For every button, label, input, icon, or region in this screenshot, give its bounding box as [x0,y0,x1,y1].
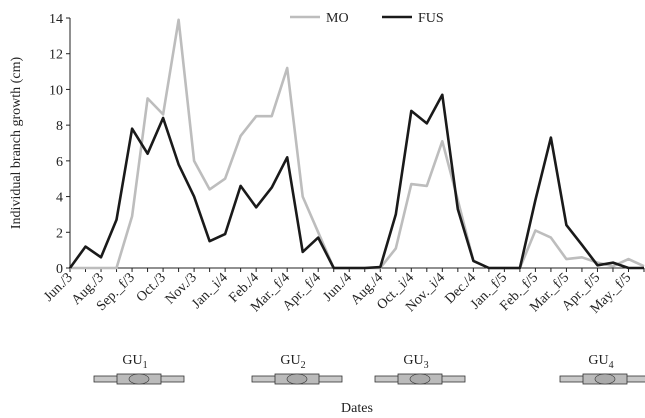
y-axis-title: Individual branch growth (cm) [9,57,24,230]
annotation-text: GU [122,353,142,368]
annotation-text: GU [280,353,300,368]
annotation-text: GU [403,353,423,368]
annotation-subscript: 3 [424,360,429,371]
series-line [68,93,644,270]
gu-node [128,373,150,385]
annotation: GU1 [122,353,147,371]
x-axis-title: Dates [341,401,373,416]
y-tick-label: 12 [49,48,63,63]
gu-node [409,373,431,385]
y-tick-label: 4 [56,191,63,206]
annotation-subscript: 4 [609,360,614,371]
y-tick-label: 6 [56,155,63,170]
y-tick-label: 8 [56,119,63,134]
x-tick-label: Oct./3 [134,270,169,305]
annotation-subscript: 2 [301,360,306,371]
y-tick-label: 14 [49,12,63,27]
y-tick-label: 2 [56,226,63,241]
annotation: GU4 [588,353,613,371]
gu-node [594,373,616,385]
annotation: GU2 [280,353,305,371]
legend-label: FUS [418,11,444,26]
series-line [70,18,645,270]
gu-node [286,373,308,385]
annotation-text: GU [588,353,608,368]
y-tick-label: 0 [56,262,63,277]
annotation: GU3 [403,353,428,371]
legend-label: MO [326,11,349,26]
y-tick-label: 10 [49,83,63,98]
annotation-subscript: 1 [143,360,148,371]
